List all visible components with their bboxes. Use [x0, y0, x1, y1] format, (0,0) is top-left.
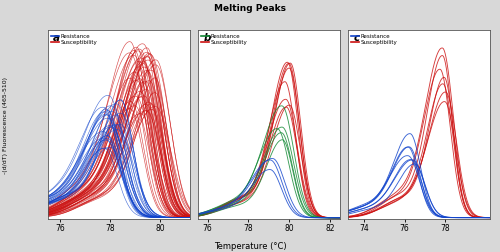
Text: Melting Peaks: Melting Peaks — [214, 4, 286, 13]
Text: -(d/dT) Fluorescence (465-510): -(d/dT) Fluorescence (465-510) — [4, 78, 8, 174]
Legend: Resistance, Susceptibility: Resistance, Susceptibility — [50, 33, 98, 46]
Legend: Resistance, Susceptibility: Resistance, Susceptibility — [200, 33, 248, 46]
Text: a: a — [53, 33, 60, 43]
Legend: Resistance, Susceptibility: Resistance, Susceptibility — [350, 33, 398, 46]
Text: Temperature (°C): Temperature (°C) — [214, 242, 286, 251]
Text: c: c — [353, 33, 360, 43]
Text: b: b — [203, 33, 210, 43]
